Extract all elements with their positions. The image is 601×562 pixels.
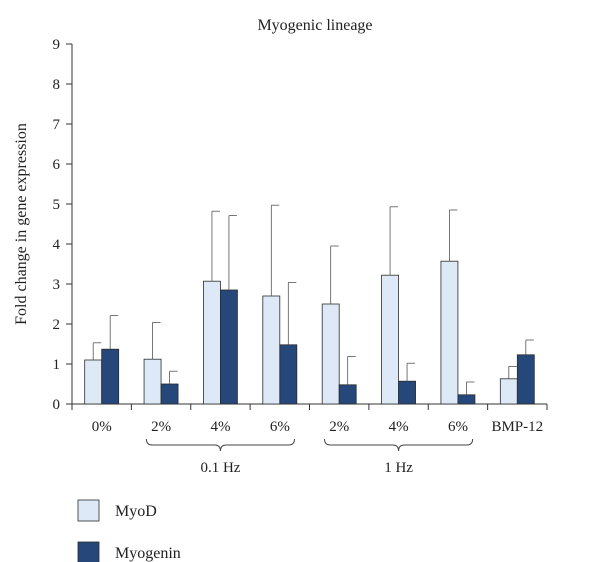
bar-myogenin bbox=[101, 348, 120, 405]
chart-title: Myogenic lineage bbox=[257, 17, 372, 34]
x-tick-label: 4% bbox=[210, 419, 230, 435]
x-tick-label: 2% bbox=[151, 419, 171, 435]
y-tick-label: 3 bbox=[53, 277, 61, 293]
x-tick-label: 0% bbox=[92, 419, 112, 435]
y-axis-ticks: 0 1 2 3 4 5 6 7 8 9 bbox=[53, 37, 72, 413]
y-tick-label: 0 bbox=[53, 397, 61, 413]
group-bracket bbox=[324, 438, 474, 452]
x-tick-label: 6% bbox=[270, 419, 290, 435]
y-tick-label: 6 bbox=[53, 157, 61, 173]
legend-label-myod: MyoD bbox=[115, 503, 157, 520]
bar-myogenin bbox=[516, 354, 535, 405]
bar-myod bbox=[203, 280, 221, 405]
error-bars bbox=[92, 204, 534, 395]
bar-myogenin bbox=[338, 384, 357, 405]
x-tick-label: 4% bbox=[389, 419, 409, 435]
x-tick-label: BMP-12 bbox=[491, 419, 543, 435]
legend-swatch-myogenin bbox=[77, 541, 100, 562]
group-bracket bbox=[145, 438, 295, 452]
group-brackets: 0.1 Hz 1 Hz bbox=[145, 438, 474, 476]
bar-myogenin bbox=[457, 394, 476, 405]
legend-swatch-myod bbox=[77, 499, 100, 522]
x-tick-label: 6% bbox=[448, 419, 468, 435]
bar-myod bbox=[321, 303, 340, 405]
bar-myod bbox=[499, 378, 518, 405]
bar-myogenin bbox=[279, 344, 298, 405]
bar-myod bbox=[84, 359, 103, 405]
bar-myod bbox=[143, 358, 162, 405]
group-label: 0.1 Hz bbox=[200, 460, 240, 476]
y-tick-label: 4 bbox=[53, 237, 61, 253]
bar-myogenin bbox=[160, 383, 179, 405]
x-axis-ticks: 0% 2% 4% 6% 2% 4% 6% BMP-12 bbox=[71, 404, 548, 435]
y-tick-label: 7 bbox=[53, 117, 61, 133]
bar-myogenin bbox=[220, 289, 238, 405]
y-tick-label: 9 bbox=[53, 37, 61, 53]
bars bbox=[84, 260, 535, 405]
y-tick-label: 2 bbox=[53, 317, 61, 333]
bar-myod bbox=[262, 295, 281, 405]
bar-myogenin bbox=[398, 380, 416, 405]
y-axis-label: Fold change in gene expression bbox=[13, 123, 30, 325]
bar-myod bbox=[381, 274, 399, 405]
y-tick-label: 8 bbox=[53, 77, 61, 93]
bar-myod bbox=[440, 260, 459, 405]
legend: MyoD Myogenin bbox=[77, 499, 181, 562]
y-tick-label: 1 bbox=[53, 357, 61, 373]
legend-label-myogenin: Myogenin bbox=[115, 545, 181, 562]
y-tick-label: 5 bbox=[53, 197, 61, 213]
group-label: 1 Hz bbox=[384, 460, 413, 476]
x-tick-label: 2% bbox=[329, 419, 349, 435]
